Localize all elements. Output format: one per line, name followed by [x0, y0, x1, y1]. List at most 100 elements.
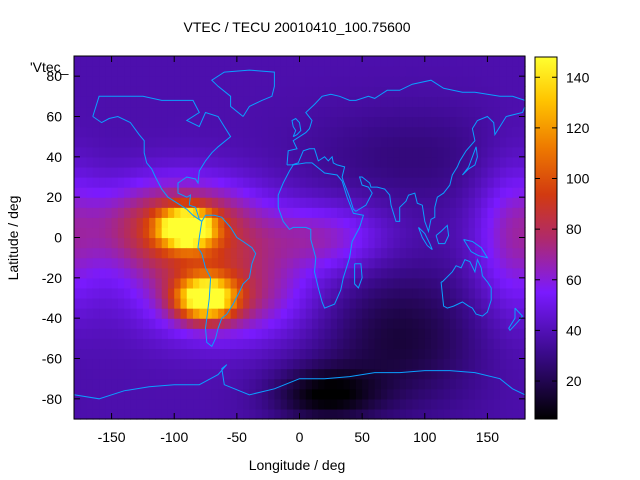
heatmap-cell: [186, 308, 194, 319]
heatmap-cell: [324, 146, 332, 158]
heatmap-cell: [512, 408, 520, 420]
heatmap-cell: [249, 348, 257, 360]
heatmap-cell: [230, 378, 238, 390]
heatmap-cell: [305, 398, 313, 410]
heatmap-cell: [92, 187, 100, 198]
heatmap-cell: [117, 408, 125, 420]
heatmap-cell: [481, 86, 489, 97]
heatmap-cell: [499, 408, 507, 420]
heatmap-cell: [518, 328, 526, 339]
heatmap-cell: [174, 156, 182, 168]
heatmap-cell: [180, 207, 188, 218]
heatmap-cell: [130, 146, 138, 158]
heatmap-cell: [393, 217, 401, 229]
heatmap-cell: [443, 166, 451, 178]
heatmap-cell: [211, 298, 219, 309]
heatmap-cell: [487, 86, 495, 97]
heatmap-cell: [111, 298, 119, 309]
heatmap-cell: [368, 368, 376, 380]
heatmap-cell: [205, 66, 213, 77]
heatmap-cell: [349, 66, 357, 77]
heatmap-cell: [330, 146, 338, 158]
heatmap-cell: [74, 358, 81, 370]
heatmap-cell: [293, 126, 301, 138]
heatmap-cell: [474, 217, 482, 229]
heatmap-cell: [261, 318, 269, 329]
heatmap-cell: [305, 217, 313, 229]
heatmap-cell: [456, 398, 463, 410]
heatmap-cell: [92, 408, 100, 420]
heatmap-cell: [99, 378, 106, 390]
heatmap-cell: [261, 86, 269, 97]
heatmap-cell: [349, 328, 357, 339]
heatmap-cell: [174, 136, 182, 148]
heatmap-cell: [387, 227, 395, 239]
heatmap-cell: [493, 106, 501, 118]
heatmap-cell: [443, 156, 451, 168]
heatmap-cell: [518, 217, 526, 229]
heatmap-cell: [474, 166, 482, 178]
heatmap-cell: [405, 247, 413, 259]
heatmap-cell: [111, 398, 119, 410]
heatmap-cell: [243, 96, 250, 108]
heatmap-cell: [161, 398, 169, 410]
heatmap-cell: [330, 277, 338, 289]
heatmap-cell: [424, 267, 432, 279]
heatmap-cell: [117, 328, 125, 339]
heatmap-cell: [518, 287, 526, 299]
heatmap-cell: [343, 217, 351, 229]
heatmap-cell: [468, 166, 476, 178]
heatmap-cell: [80, 177, 88, 188]
heatmap-cell: [249, 106, 257, 118]
heatmap-cell: [80, 388, 88, 400]
heatmap-cell: [274, 338, 282, 350]
heatmap-cell: [468, 328, 476, 339]
heatmap-cell: [293, 66, 301, 77]
heatmap-cell: [92, 298, 100, 309]
heatmap-cell: [393, 388, 401, 400]
heatmap-cell: [343, 358, 351, 370]
colorbar-tick-label: 140: [566, 69, 590, 85]
heatmap-cell: [318, 106, 326, 118]
heatmap-cell: [393, 227, 401, 239]
heatmap-cell: [499, 187, 507, 198]
heatmap-cell: [343, 76, 351, 87]
heatmap-cell: [393, 298, 401, 309]
heatmap-cell: [305, 116, 313, 128]
y-tick-label: 0: [54, 230, 62, 246]
heatmap-cell: [456, 126, 463, 138]
heatmap-cell: [230, 388, 238, 400]
heatmap-cell: [506, 66, 514, 77]
heatmap-cell: [305, 267, 313, 279]
heatmap-cell: [474, 227, 482, 239]
heatmap-cell: [512, 227, 520, 239]
heatmap-cell: [74, 116, 81, 128]
heatmap-cell: [199, 287, 207, 299]
heatmap-cell: [481, 368, 489, 380]
heatmap-cell: [431, 308, 438, 319]
heatmap-cell: [167, 378, 175, 390]
heatmap-cell: [211, 388, 219, 400]
heatmap-cell: [330, 298, 338, 309]
heatmap-cell: [193, 86, 200, 97]
heatmap-cell: [193, 197, 200, 208]
heatmap-cell: [186, 298, 194, 309]
heatmap-cell: [431, 56, 438, 67]
heatmap-cell: [374, 318, 382, 329]
heatmap-cell: [380, 257, 388, 269]
heatmap-cell: [512, 247, 520, 259]
heatmap-cell: [92, 146, 100, 158]
heatmap-cell: [186, 267, 194, 279]
heatmap-cell: [456, 328, 463, 339]
heatmap-cell: [161, 358, 169, 370]
heatmap-cell: [493, 217, 501, 229]
heatmap-cell: [136, 126, 144, 138]
heatmap-cell: [268, 277, 276, 289]
heatmap-cell: [443, 177, 451, 188]
heatmap-cell: [136, 298, 144, 309]
heatmap-cell: [393, 66, 401, 77]
heatmap-cell: [236, 358, 244, 370]
heatmap-cell: [149, 227, 157, 239]
heatmap-cell: [261, 277, 269, 289]
heatmap-cell: [487, 358, 495, 370]
